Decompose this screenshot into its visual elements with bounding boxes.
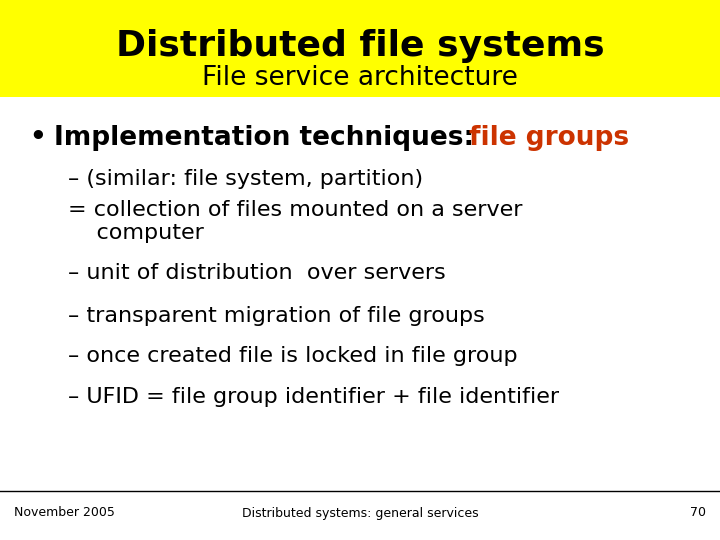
Text: – once created file is locked in file group: – once created file is locked in file gr…: [68, 346, 518, 367]
Text: – unit of distribution  over servers: – unit of distribution over servers: [68, 262, 446, 283]
Text: November 2005: November 2005: [14, 507, 115, 519]
Text: = collection of files mounted on a server
    computer: = collection of files mounted on a serve…: [68, 200, 523, 243]
FancyBboxPatch shape: [0, 0, 720, 97]
Text: •: •: [29, 125, 45, 151]
Text: file groups: file groups: [469, 125, 629, 151]
Text: File service architecture: File service architecture: [202, 65, 518, 91]
Text: – (similar: file system, partition): – (similar: file system, partition): [68, 169, 423, 190]
Text: 70: 70: [690, 507, 706, 519]
Text: Distributed systems: general services: Distributed systems: general services: [242, 507, 478, 519]
Text: Distributed file systems: Distributed file systems: [116, 29, 604, 63]
Text: – UFID = file group identifier + file identifier: – UFID = file group identifier + file id…: [68, 387, 559, 407]
Text: – transparent migration of file groups: – transparent migration of file groups: [68, 306, 485, 326]
Text: Implementation techniques:: Implementation techniques:: [54, 125, 483, 151]
